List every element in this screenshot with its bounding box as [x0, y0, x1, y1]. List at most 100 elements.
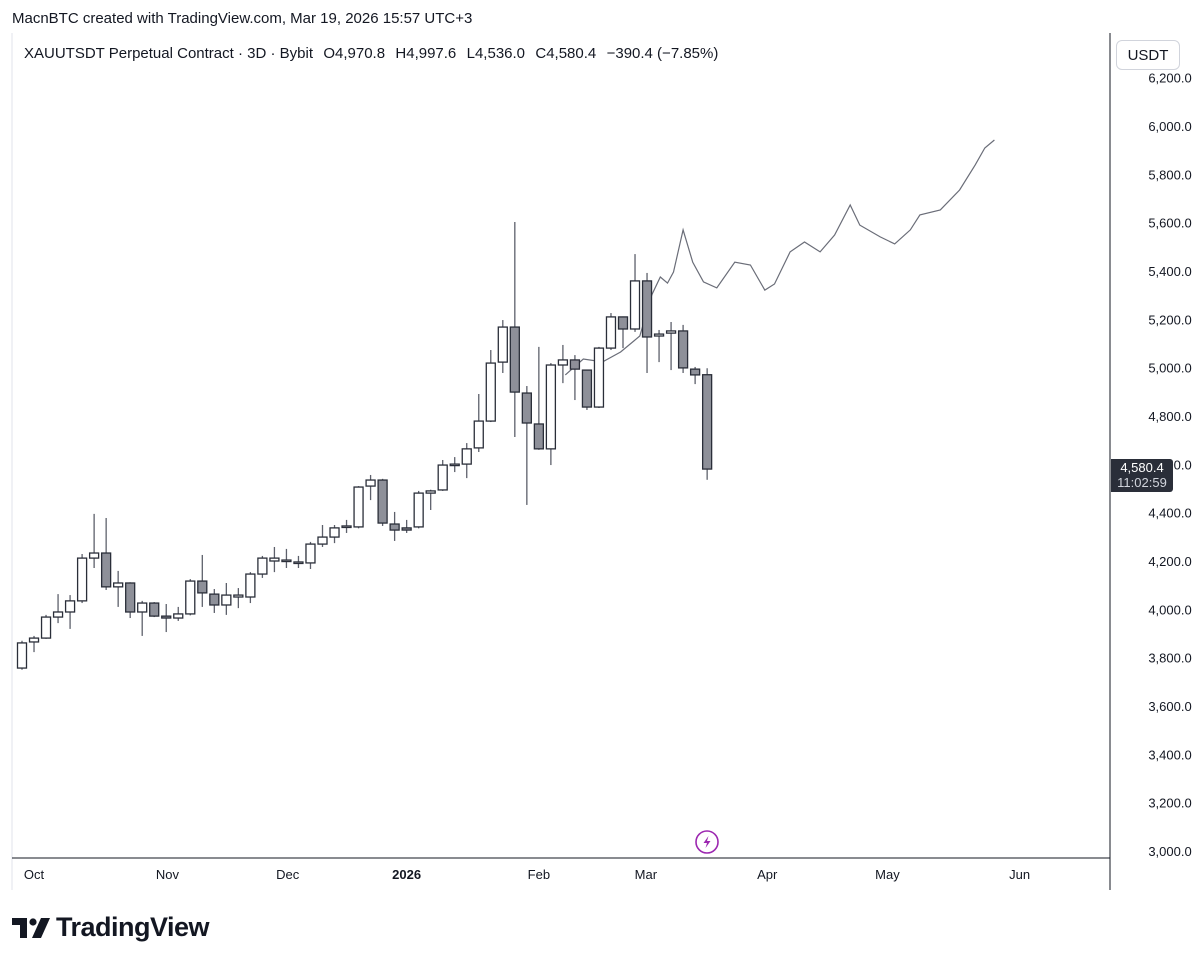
- candle: [437, 459, 448, 491]
- bear-candle-body: [533, 423, 545, 450]
- candle: [16, 640, 28, 670]
- bull-candle-body: [437, 464, 448, 491]
- price-tick-label: 5,200.0: [1148, 312, 1191, 327]
- candle: [221, 582, 232, 615]
- legend-low: L4,536.0: [466, 45, 526, 62]
- currency-unit-button[interactable]: USDT: [1116, 40, 1180, 70]
- bull-candle-body: [305, 543, 316, 564]
- candle: [389, 511, 400, 541]
- bull-candle-body: [88, 552, 100, 559]
- candle: [449, 457, 460, 473]
- bear-candle-body: [125, 582, 136, 613]
- price-axis[interactable]: 6,200.0 6,000.0 5,800.0 5,600.0 5,400.0 5,200…: [1148, 71, 1191, 859]
- time-tick-label: May: [875, 867, 900, 882]
- bear-candle-body: [521, 392, 532, 424]
- price-tick-label: 5,000.0: [1148, 361, 1191, 376]
- legend-high: H4,997.6: [395, 45, 457, 62]
- candle: [281, 548, 292, 569]
- lightning-icon[interactable]: [695, 830, 719, 854]
- time-tick-label: Mar: [635, 867, 658, 882]
- bull-candle-body: [52, 611, 64, 618]
- candle: [100, 517, 112, 590]
- candle: [233, 588, 244, 609]
- last-price-tag: 4,580.4 11:02:59: [1111, 459, 1173, 492]
- bull-candle-body: [137, 602, 148, 613]
- legend-open: O4,970.8: [323, 45, 386, 62]
- bull-candle-body: [269, 557, 280, 562]
- lightning-icon-bolt: [703, 836, 711, 848]
- bear-candle-body: [197, 580, 208, 594]
- candle: [88, 513, 100, 569]
- price-tick-label: 4,800.0: [1148, 409, 1191, 424]
- candle: [497, 320, 508, 373]
- bull-candle-body: [245, 573, 256, 598]
- bear-candle-body: [161, 615, 172, 619]
- candle: [317, 524, 328, 547]
- bull-candle-body: [16, 642, 28, 669]
- bear-candle-body: [689, 368, 701, 376]
- bull-candle-body: [449, 463, 460, 467]
- symbol-legend: XAUUTSDT Perpetual Contract · 3D · Bybit…: [24, 45, 720, 62]
- price-tick-label: 3,400.0: [1148, 747, 1191, 762]
- bear-candle-body: [209, 593, 220, 606]
- candle: [629, 254, 641, 332]
- candle: [485, 350, 496, 423]
- bull-candle-body: [629, 280, 641, 330]
- candle: [509, 221, 520, 438]
- candle: [641, 272, 653, 373]
- tradingview-logo[interactable]: TradingView: [12, 912, 210, 943]
- candle: [569, 355, 581, 401]
- candle: [269, 546, 280, 573]
- bull-candle-body: [185, 580, 196, 615]
- candle: [28, 635, 40, 653]
- time-axis[interactable]: Oct Nov Dec 2026 Feb Mar Apr May Jun: [24, 867, 1030, 882]
- candle: [40, 614, 52, 639]
- bull-candle-body: [497, 326, 508, 363]
- bull-candle-body: [293, 561, 304, 565]
- bull-candle-body: [317, 536, 328, 545]
- candle: [593, 346, 605, 409]
- candle: [125, 582, 136, 619]
- candle: [521, 386, 532, 505]
- bull-candle-body: [425, 490, 436, 494]
- bull-candle-body: [233, 594, 244, 598]
- bear-candle-body: [701, 374, 713, 470]
- bear-candle-body: [641, 280, 653, 338]
- candle: [605, 313, 617, 351]
- candle: [365, 474, 376, 501]
- candle: [425, 489, 436, 511]
- price-tick-label: 3,600.0: [1148, 699, 1191, 714]
- bar-countdown: 11:02:59: [1117, 475, 1167, 490]
- price-tick-label: 3,800.0: [1148, 651, 1191, 666]
- candle: [473, 394, 484, 453]
- time-tick-label: Oct: [24, 867, 45, 882]
- candle: [209, 589, 220, 613]
- bear-candle-body: [389, 523, 400, 531]
- bull-candle-body: [665, 330, 677, 334]
- symbol-title[interactable]: XAUUTSDT Perpetual Contract · 3D · Bybit: [24, 45, 313, 62]
- candle: [677, 324, 689, 373]
- bull-candle-body: [257, 557, 268, 575]
- bull-candle-body: [473, 420, 484, 449]
- bear-candle-body: [509, 326, 520, 393]
- bull-candle-body: [40, 616, 52, 639]
- candle: [113, 570, 124, 607]
- bear-candle-body: [617, 316, 629, 330]
- candle: [173, 606, 184, 621]
- logo-text: TradingView: [56, 912, 210, 942]
- candle: [329, 524, 340, 544]
- legend-close: C4,580.4: [535, 45, 597, 62]
- candle: [689, 366, 701, 385]
- candle: [581, 369, 593, 410]
- bear-candle-body: [377, 479, 388, 524]
- price-tick-label: 6,000.0: [1148, 119, 1191, 134]
- candle: [653, 329, 665, 363]
- candle: [557, 344, 569, 384]
- bull-candle-body: [173, 613, 184, 619]
- candle: [533, 346, 545, 450]
- candle: [257, 555, 268, 578]
- candle: [413, 490, 424, 529]
- price-tick-label: 3,000.0: [1148, 844, 1191, 859]
- bear-candle-body: [581, 369, 593, 408]
